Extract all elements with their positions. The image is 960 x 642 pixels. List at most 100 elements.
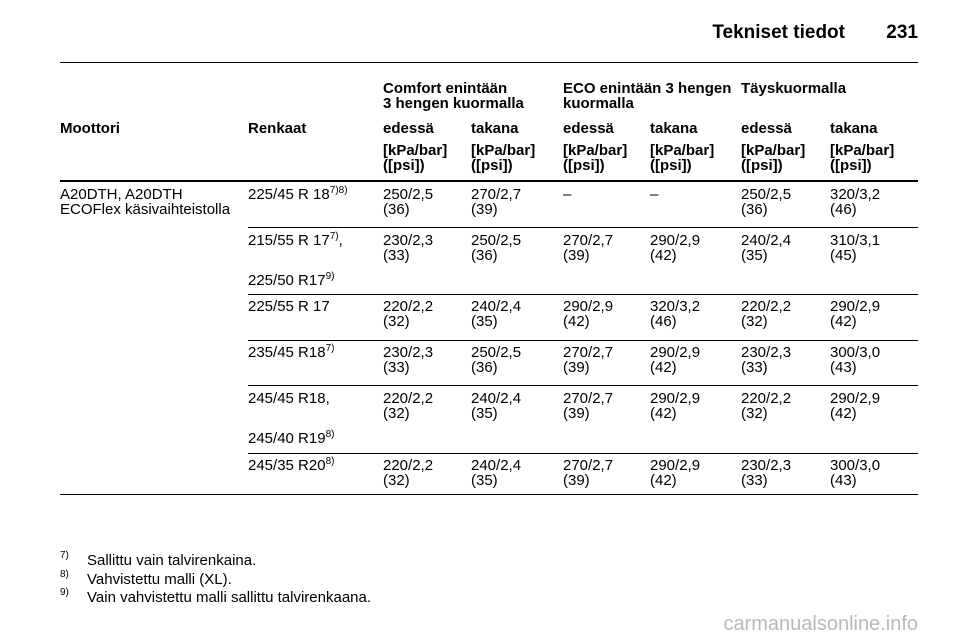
tyre-text: 215/55 R 17 [248,232,330,249]
pressure-cell: (43) [830,472,857,489]
pressure-cell: (42) [650,359,677,376]
pressure-cell: 220/2,2 [741,298,792,315]
pressure-cell: (33) [741,359,768,376]
tyre-text: 235/45 R18 [248,344,326,361]
pressure-cell: 320/3,2 [650,298,701,315]
pressure-cell: (43) [830,359,857,376]
footnote-ref: 9) [325,271,335,282]
tyre-suffix: , [338,232,343,249]
tyre-text: 225/45 R 18 [248,186,330,203]
pressure-cell: 310/3,1 [830,232,881,249]
column-header: edessä [741,120,792,137]
pressure-cell: (32) [383,472,410,489]
pressure-cell: 230/2,3 [741,344,792,361]
rule [248,340,918,341]
pressure-cell: 230/2,3 [741,457,792,474]
pressure-cell: (32) [383,405,410,422]
pressure-cell: (42) [650,472,677,489]
pressure-cell: 240/2,4 [471,298,522,315]
engine-cell: ECOFlex käsivaihteistolla [60,201,231,218]
footnote-ref: 7) [329,231,339,242]
unit-header: [kPa/bar] [471,142,536,159]
pressure-cell: 220/2,2 [741,390,792,407]
pressure-cell: 250/2,5 [383,186,434,203]
unit-header: [kPa/bar] [383,142,448,159]
column-header: takana [830,120,878,137]
column-header: edessä [383,120,434,137]
pressure-cell: (36) [383,201,410,218]
pressure-cell: (35) [471,472,498,489]
pressure-cell: (39) [471,201,498,218]
footnote-mark: 7) [60,550,69,561]
tyre-text: 245/35 R20 [248,457,326,474]
pressure-cell: 290/2,9 [830,390,881,407]
column-header: edessä [563,120,614,137]
pressure-cell: 240/2,4 [471,457,522,474]
tyre-size: 245/45 R18, [248,390,330,407]
tyre-size: 225/45 R 187)8) [248,185,348,204]
pressure-cell: (39) [563,359,590,376]
column-header: Moottori [60,120,120,137]
tyre-text: 245/40 R19 [248,430,326,447]
pressure-cell: 300/3,0 [830,344,881,361]
pressure-cell: 250/2,5 [471,232,522,249]
pressure-cell: 240/2,4 [741,232,792,249]
pressure-cell: (36) [471,247,498,264]
pressure-cell: (35) [471,313,498,330]
column-header: takana [650,120,698,137]
pressure-cell: (32) [383,313,410,330]
footnote-text: Sallittu vain talvirenkaina. [87,552,257,569]
pressure-cell: (45) [830,247,857,264]
unit-header: ([psi]) [383,157,425,174]
tyre-size: 245/40 R198) [248,429,335,448]
pressure-cell: – [650,186,659,203]
pressure-cell: (32) [741,313,768,330]
rule [248,385,918,386]
pressure-cell: (33) [383,359,410,376]
footnote-ref: 7)8) [329,185,348,196]
pressure-cell: 220/2,2 [383,298,434,315]
unit-header: [kPa/bar] [741,142,806,159]
footnote-ref: 8) [325,429,335,440]
pressure-cell: (35) [471,405,498,422]
pressure-cell: (42) [830,405,857,422]
pressure-cell: (33) [383,247,410,264]
unit-header: [kPa/bar] [830,142,895,159]
pressure-cell: 220/2,2 [383,457,434,474]
pressure-cell: (42) [563,313,590,330]
footnote-ref: 7) [325,343,335,354]
footnote-text: Vahvistettu malli (XL). [87,570,232,588]
page-title: Tekniset tiedot [712,22,845,43]
unit-header: ([psi]) [741,157,783,174]
watermark: carmanualsonline.info [723,613,918,635]
unit-header: [kPa/bar] [563,142,628,159]
group-header: kuormalla [563,95,634,112]
pressure-cell: 290/2,9 [830,298,881,315]
pressure-cell: (36) [741,201,768,218]
pressure-cell: (39) [563,472,590,489]
unit-header: ([psi]) [830,157,872,174]
tyre-text: 225/55 R 17 [248,298,330,315]
pressure-cell: 270/2,7 [563,344,614,361]
pressure-cell: (42) [650,405,677,422]
tyre-size: 245/35 R208) [248,456,335,475]
tyre-size: 225/50 R179) [248,271,335,290]
pressure-cell: (33) [741,472,768,489]
pressure-cell: (46) [650,313,677,330]
column-header: Renkaat [248,120,307,137]
group-header: Comfort enintään [383,80,508,97]
pressure-cell: – [563,186,572,203]
rule [248,453,918,454]
rule [60,494,918,495]
footnote-ref: 8) [325,456,335,467]
group-header: Täyskuormalla [741,80,847,97]
engine-cell: A20DTH, A20DTH [60,186,183,203]
tyre-size: 215/55 R 177), [248,231,343,250]
rule [248,227,918,228]
pressure-cell: 290/2,9 [650,390,701,407]
pressure-cell: 290/2,9 [650,457,701,474]
pressure-cell: 300/3,0 [830,457,881,474]
page-number: 231 [886,22,918,43]
pressure-cell: (42) [830,313,857,330]
